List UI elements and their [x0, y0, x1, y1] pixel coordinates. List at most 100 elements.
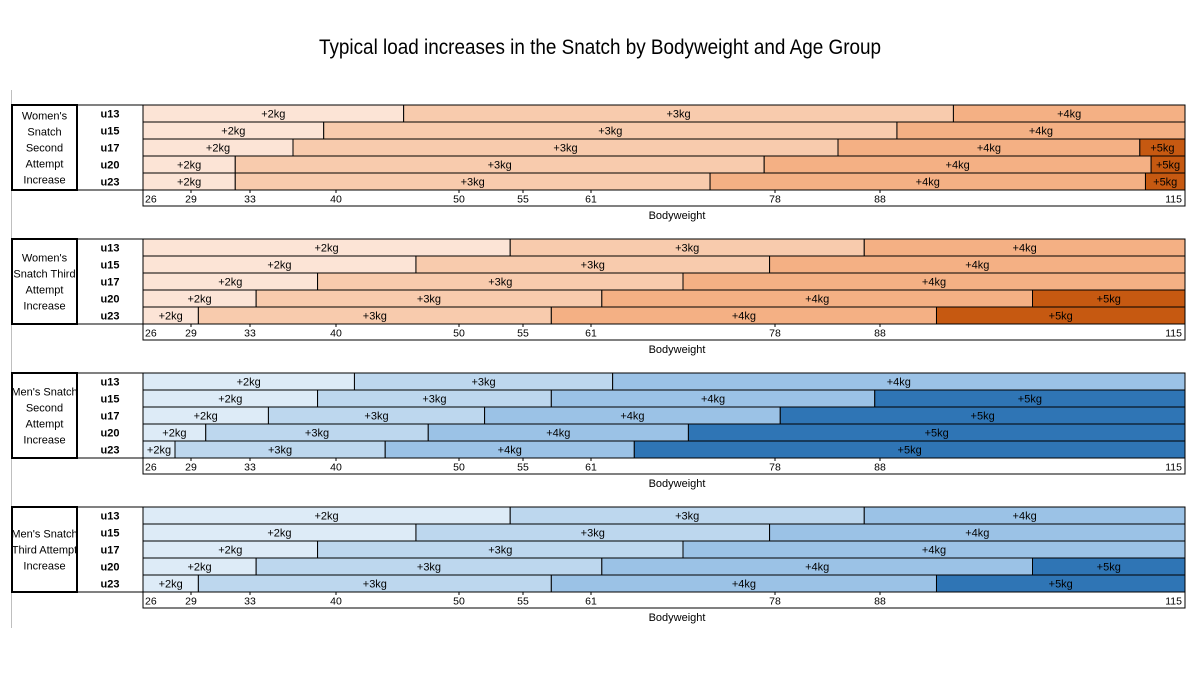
- panel-2: u13 +2kg +3kg +4kg u15 +2kg +3kg +4kg u17 +2kg +3k…: [11, 238, 1186, 356]
- load-segment-label: +4kg: [805, 562, 829, 574]
- axis-tick-label: 115: [1165, 328, 1182, 340]
- axis-title: Bodyweight: [649, 612, 706, 624]
- load-segment-label: +5kg: [1049, 579, 1073, 591]
- panel-label-line: Second: [26, 143, 63, 155]
- load-segment-label: +5kg: [1097, 562, 1121, 574]
- table-row: u20 +2kg +3kg +4kg +5kg: [101, 423, 1186, 442]
- load-segment-label: +5kg: [898, 445, 922, 457]
- load-segment-label: +3kg: [268, 445, 292, 457]
- load-segment-label: +3kg: [488, 545, 512, 557]
- age-group-label: u20: [101, 294, 120, 306]
- load-segment-label: +2kg: [162, 428, 186, 440]
- axis-tick-label: 55: [517, 328, 529, 340]
- axis-tick-label: 40: [330, 462, 342, 474]
- load-segment-label: +2kg: [194, 411, 218, 423]
- table-row: u23 +2kg +3kg +4kg +5kg: [101, 574, 1186, 593]
- load-segment-label: +4kg: [1057, 109, 1081, 121]
- age-group-label: u13: [101, 109, 120, 121]
- axis-tick-label: 115: [1165, 462, 1182, 474]
- load-segment-label: +4kg: [922, 277, 946, 289]
- age-group-label: u23: [101, 311, 120, 323]
- axis-tick-label: 61: [585, 328, 597, 340]
- axis-tick-label: 61: [585, 596, 597, 608]
- load-segment-label: +5kg: [1097, 294, 1121, 306]
- axis-tick-label: 88: [874, 194, 886, 206]
- axis-tick-label: 33: [244, 328, 256, 340]
- load-segment-label: +2kg: [237, 377, 261, 389]
- load-segment-label: +2kg: [315, 243, 339, 255]
- axis-box: [142, 591, 1186, 609]
- axis-tick-label: 55: [517, 194, 529, 206]
- load-segment-label: +3kg: [364, 411, 388, 423]
- table-row: u17 +2kg +3kg +4kg: [101, 540, 1186, 559]
- panel-label-line: Increase: [23, 175, 65, 187]
- axis-tick-label: 88: [874, 462, 886, 474]
- axis-tick-label: 29: [185, 596, 197, 608]
- table-row: u17 +2kg +3kg +4kg +5kg: [101, 406, 1186, 425]
- axis-tick-label: 26: [145, 462, 157, 474]
- axis-tick-label: 115: [1165, 194, 1182, 206]
- load-segment-label: +4kg: [701, 394, 725, 406]
- table-row: u17 +2kg +3kg +4kg +5kg: [101, 138, 1186, 157]
- load-segment-label: +2kg: [177, 160, 201, 172]
- load-segment-label: +2kg: [267, 260, 291, 272]
- axis-tick-label: 78: [769, 194, 781, 206]
- load-segment-label: +2kg: [218, 545, 242, 557]
- axis-tick-label: 78: [769, 462, 781, 474]
- load-segment-label: +2kg: [159, 579, 183, 591]
- table-row: u23 +2kg +3kg +4kg +5kg: [101, 172, 1186, 191]
- panel-label-line: Women's: [22, 111, 68, 123]
- axis-tick-label: 61: [585, 194, 597, 206]
- load-segment-label: +2kg: [159, 311, 183, 323]
- load-segment-label: +2kg: [147, 445, 171, 457]
- panel-label-line: Increase: [23, 435, 65, 447]
- age-group-label: u23: [101, 177, 120, 189]
- load-segment-label: +5kg: [1049, 311, 1073, 323]
- load-segment-label: +3kg: [666, 109, 690, 121]
- panel-label-line: Increase: [23, 561, 65, 573]
- axis-title: Bodyweight: [649, 478, 706, 490]
- load-segment-label: +2kg: [187, 562, 211, 574]
- table-row: u23 +2kg +3kg +4kg +5kg: [101, 440, 1186, 459]
- axis-tick-label: 50: [453, 328, 465, 340]
- age-group-label: u17: [101, 545, 120, 557]
- table-row: u13 +2kg +3kg +4kg: [101, 238, 1186, 257]
- axis-tick-label: 40: [330, 328, 342, 340]
- axis-box: [142, 457, 1186, 475]
- table-row: u23 +2kg +3kg +4kg +5kg: [101, 306, 1186, 325]
- axis-tick-label: 40: [330, 596, 342, 608]
- age-group-label: u15: [101, 528, 120, 540]
- age-group-column: [76, 506, 144, 593]
- load-segment-label: +2kg: [261, 109, 285, 121]
- axis-box: [142, 323, 1186, 341]
- panel-label-line: Third Attempt: [12, 545, 77, 557]
- age-group-column: [76, 104, 144, 191]
- table-row: u15 +2kg +3kg +4kg: [101, 523, 1186, 542]
- axis-tick-label: 55: [517, 596, 529, 608]
- panel-label-line: Attempt: [26, 285, 64, 297]
- load-segment-label: +3kg: [598, 126, 622, 138]
- panel-label-line: Men's Snatch: [11, 529, 77, 541]
- age-group-column: [76, 372, 144, 459]
- axis-tick-label: 50: [453, 194, 465, 206]
- load-segment-label: +3kg: [553, 143, 577, 155]
- axis-tick-label: 26: [145, 328, 157, 340]
- load-segment-label: +4kg: [965, 260, 989, 272]
- axis-tick-label: 33: [244, 596, 256, 608]
- panel-label-line: Men's Snatch: [11, 387, 77, 399]
- table-row: u20 +2kg +3kg +4kg +5kg: [101, 289, 1186, 308]
- axis-tick-label: 40: [330, 194, 342, 206]
- table-row: u15 +2kg +3kg +4kg +5kg: [101, 389, 1186, 408]
- axis-tick-label: 29: [185, 462, 197, 474]
- axis-tick-label: 78: [769, 328, 781, 340]
- table-row: u13 +2kg +3kg +4kg: [101, 372, 1186, 391]
- axis-tick-label: 88: [874, 596, 886, 608]
- axis-tick-label: 88: [874, 328, 886, 340]
- panel-label-line: Snatch: [27, 127, 61, 139]
- age-group-label: u20: [101, 562, 120, 574]
- age-group-label: u13: [101, 511, 120, 523]
- load-segment-label: +3kg: [488, 160, 512, 172]
- load-segment-label: +3kg: [417, 562, 441, 574]
- axis-box: [142, 189, 1186, 207]
- age-group-label: u20: [101, 428, 120, 440]
